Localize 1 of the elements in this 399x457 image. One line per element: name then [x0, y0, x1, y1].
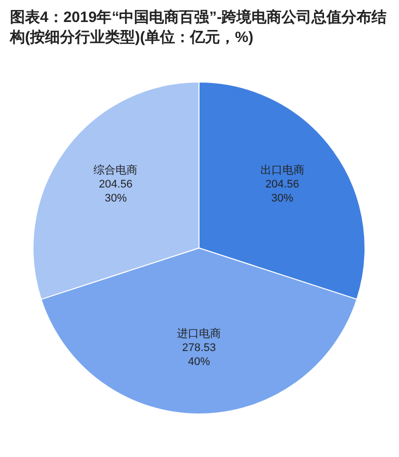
- title: 图表4：2019年“中国电商百强”-跨境电商公司总值分布结构(按细分行业类型)(单位：亿元，%): [10, 9, 387, 46]
